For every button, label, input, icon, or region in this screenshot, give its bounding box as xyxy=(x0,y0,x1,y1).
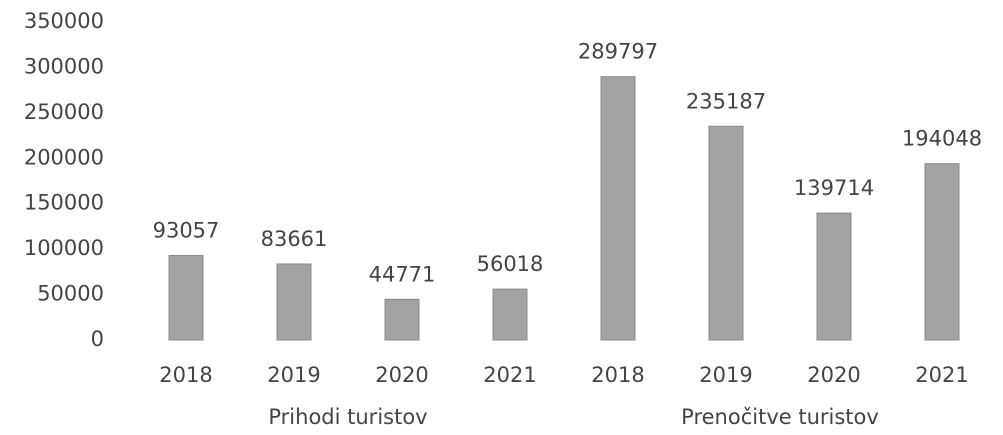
bar xyxy=(816,212,852,341)
y-tick-label: 350000 xyxy=(24,9,104,33)
y-tick-label: 150000 xyxy=(24,191,104,215)
y-tick-label: 100000 xyxy=(24,236,104,260)
data-label: 44771 xyxy=(369,262,436,286)
x-tick-label: 2021 xyxy=(483,363,536,387)
bar xyxy=(708,125,744,341)
y-tick-label: 0 xyxy=(91,327,104,351)
bar xyxy=(492,288,528,341)
x-tick-label: 2019 xyxy=(699,363,752,387)
x-tick-label: 2019 xyxy=(267,363,320,387)
data-label: 289797 xyxy=(578,40,658,64)
bar xyxy=(384,298,420,341)
bar xyxy=(276,263,312,341)
x-tick-label: 2020 xyxy=(375,363,428,387)
data-label: 139714 xyxy=(794,176,874,200)
y-tick-label: 250000 xyxy=(24,100,104,124)
x-tick-label: 2021 xyxy=(915,363,968,387)
data-label: 93057 xyxy=(153,218,220,242)
data-label: 83661 xyxy=(261,227,328,251)
group-label: Prenočitve turistov xyxy=(681,405,879,429)
y-tick-label: 300000 xyxy=(24,54,104,78)
data-label: 235187 xyxy=(686,89,766,113)
data-label: 56018 xyxy=(477,252,544,276)
x-tick-label: 2020 xyxy=(807,363,860,387)
x-tick-label: 2018 xyxy=(591,363,644,387)
bar xyxy=(168,254,204,341)
group-label: Prihodi turistov xyxy=(268,405,427,429)
y-tick-label: 200000 xyxy=(24,145,104,169)
x-tick-label: 2018 xyxy=(159,363,212,387)
bar xyxy=(600,76,636,341)
data-label: 194048 xyxy=(902,127,982,151)
y-tick-label: 50000 xyxy=(37,282,104,306)
bar xyxy=(924,163,960,341)
